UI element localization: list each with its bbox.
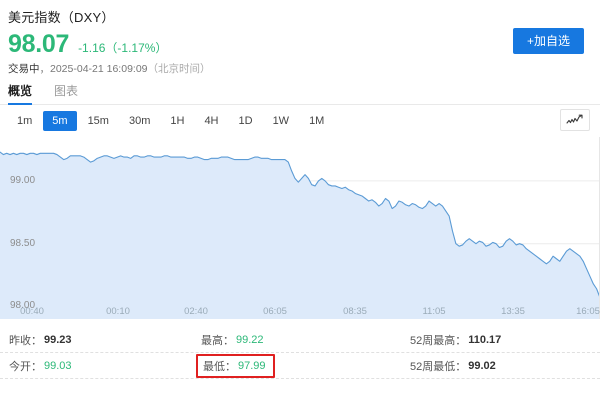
- interval-list: 1m 5m 15m 30m 1H 4H 1D 1W 1M: [8, 111, 335, 131]
- tab-charts[interactable]: 图表: [54, 84, 79, 98]
- interval-1d[interactable]: 1D: [238, 115, 253, 127]
- quote-header: 美元指数（DXY） 98.07 -1.16（-1.17%） 交易中，2025-0…: [0, 0, 600, 78]
- stat-low-value: 97.99: [238, 359, 266, 372]
- stat-open-value: 99.03: [44, 359, 72, 372]
- section-tabs: 概览 图表: [0, 78, 600, 105]
- tab-overview[interactable]: 概览: [8, 84, 33, 105]
- chart-type-button[interactable]: [560, 109, 590, 131]
- stat-52w-low-value: 99.02: [468, 359, 496, 372]
- x-axis-label-3: 06:05: [263, 306, 287, 317]
- price-chart[interactable]: 99.00 98.50 98.00 00:40 00:10 02:40 06:0…: [0, 137, 600, 319]
- interval-30m[interactable]: 30m: [128, 115, 151, 127]
- stat-52w-high-value: 110.17: [468, 333, 502, 346]
- stat-high: 最高： 99.22: [196, 332, 404, 348]
- market-status-row: 交易中，2025-04-21 16:09:09（北京时间）: [8, 62, 590, 76]
- timezone-note: （北京时间）: [147, 63, 211, 75]
- stats-table: 昨收： 99.23 最高： 99.22 52周最高： 110.17 今开： 99…: [0, 319, 600, 379]
- interval-1m[interactable]: 1m: [17, 115, 33, 127]
- stat-high-value: 99.22: [236, 333, 264, 346]
- stat-low-label: 最低：: [203, 360, 236, 373]
- x-axis-label-2: 02:40: [184, 306, 208, 317]
- stat-low-highlight: 最低： 97.99: [196, 353, 275, 378]
- x-axis-label-6: 13:35: [501, 306, 525, 317]
- stat-low: 最低： 97.99: [196, 353, 404, 378]
- x-axis-label-1: 00:10: [106, 306, 130, 317]
- stat-open: 今开： 99.03: [0, 358, 196, 374]
- price-row: 98.07 -1.16（-1.17%）: [8, 32, 590, 57]
- stat-52w-high-label: 52周最高：: [410, 334, 467, 347]
- stat-52w-high: 52周最高： 110.17: [404, 332, 600, 348]
- stat-52w-low-label: 52周最低：: [410, 360, 467, 373]
- instrument-title: 美元指数（DXY）: [8, 10, 115, 25]
- interval-15m[interactable]: 15m: [87, 115, 109, 127]
- stat-prev-close-value: 99.23: [44, 333, 72, 346]
- stat-high-label: 最高：: [201, 334, 234, 347]
- x-axis-label-7: 16:05: [576, 306, 600, 317]
- x-axis-label-4: 08:35: [343, 306, 367, 317]
- interval-toolbar: 1m 5m 15m 30m 1H 4H 1D 1W 1M: [0, 105, 600, 137]
- price-line: [0, 151, 600, 299]
- interval-5m[interactable]: 5m: [43, 111, 77, 131]
- stat-prev-close: 昨收： 99.23: [0, 332, 196, 348]
- line-chart-icon: [566, 114, 583, 124]
- price-change: -1.16（-1.17%）: [78, 41, 168, 55]
- quote-timestamp: 2025-04-21 16:09:09: [50, 63, 148, 75]
- stat-prev-close-label: 昨收：: [9, 334, 42, 347]
- interval-1w[interactable]: 1W: [272, 115, 290, 127]
- x-axis: 00:40 00:10 02:40 06:05 08:35 11:05 13:3…: [0, 306, 600, 318]
- x-axis-label-5: 11:05: [422, 306, 446, 317]
- interval-4h[interactable]: 4H: [204, 115, 219, 127]
- stat-52w-low: 52周最低： 99.02: [404, 358, 600, 374]
- status-separator: ，: [39, 63, 51, 75]
- stats-row: 昨收： 99.23 最高： 99.22 52周最高： 110.17: [0, 327, 600, 353]
- price-area-fill: [0, 152, 600, 319]
- add-watchlist-button[interactable]: +加自选: [512, 28, 584, 54]
- market-status: 交易中: [8, 63, 40, 75]
- stat-open-label: 今开：: [9, 360, 42, 373]
- interval-1h[interactable]: 1H: [170, 115, 185, 127]
- x-axis-label-0: 00:40: [20, 306, 44, 317]
- last-price: 98.07: [8, 30, 70, 58]
- interval-1M[interactable]: 1M: [309, 115, 325, 127]
- stats-row: 今开： 99.03 最低： 97.99 52周最低： 99.02: [0, 353, 600, 379]
- price-chart-canvas[interactable]: [0, 137, 600, 319]
